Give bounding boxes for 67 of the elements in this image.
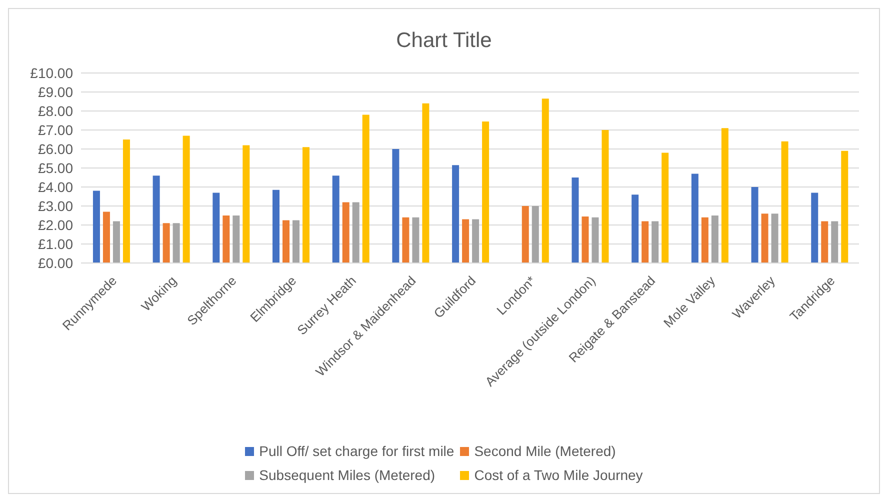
y-tick-label: £9.00 — [38, 84, 74, 100]
legend-label: Second Mile (Metered) — [474, 443, 616, 459]
bar — [701, 217, 708, 263]
bar — [721, 128, 728, 263]
bar — [472, 219, 480, 263]
bar — [232, 216, 240, 263]
y-tick-label: £3.00 — [38, 198, 74, 214]
bar — [412, 217, 420, 263]
legend-label: Cost of a Two Mile Journey — [474, 467, 643, 483]
bar — [711, 216, 718, 263]
bar — [212, 192, 220, 263]
bar — [162, 223, 170, 263]
bar — [602, 130, 609, 263]
bar — [652, 221, 659, 263]
y-tick-label: £10.00 — [30, 64, 74, 81]
bar — [632, 194, 639, 263]
bar — [362, 114, 370, 263]
y-tick-label: £8.00 — [38, 102, 74, 119]
bar — [332, 176, 340, 263]
bar — [542, 98, 549, 263]
bar — [182, 136, 190, 263]
bar — [761, 214, 768, 263]
bar — [781, 141, 788, 263]
bar — [462, 219, 470, 263]
bar — [352, 202, 360, 263]
bar — [572, 178, 579, 263]
bar — [122, 140, 130, 263]
y-tick-label: £1.00 — [38, 236, 74, 252]
bar — [771, 214, 778, 263]
y-tick-label: £7.00 — [38, 122, 74, 138]
bar — [272, 190, 280, 263]
bar — [92, 190, 100, 263]
bar — [831, 221, 838, 263]
bar — [102, 212, 110, 263]
bar — [532, 206, 539, 263]
bar — [302, 147, 310, 263]
y-tick-label: £4.00 — [38, 178, 74, 195]
legend-label: Subsequent Miles (Metered) — [259, 467, 436, 483]
legend-label: Pull Off/ set charge for first mile — [259, 443, 454, 459]
bar — [691, 174, 698, 263]
bar — [402, 217, 410, 263]
bar — [292, 220, 300, 263]
bar — [751, 187, 758, 263]
bar — [482, 121, 490, 263]
bar — [422, 103, 430, 263]
bar — [282, 220, 290, 263]
bar — [522, 206, 529, 263]
bar — [642, 221, 649, 263]
bar — [172, 223, 180, 263]
bar — [452, 165, 460, 263]
y-tick-label: £5.00 — [38, 160, 74, 176]
bar — [222, 216, 230, 263]
bar — [112, 221, 120, 263]
y-tick-label: £2.00 — [38, 216, 74, 233]
bar — [592, 217, 599, 263]
bar — [392, 149, 400, 263]
bar — [152, 176, 160, 263]
bar — [342, 202, 350, 263]
y-tick-label: £6.00 — [38, 140, 74, 157]
bar — [841, 150, 848, 263]
bar — [811, 192, 818, 263]
bar — [582, 216, 589, 263]
bar — [242, 145, 250, 263]
chart-title: Chart Title — [395, 29, 493, 54]
y-tick-label: £0.00 — [38, 254, 74, 271]
bar — [821, 221, 828, 263]
bar — [662, 152, 669, 263]
